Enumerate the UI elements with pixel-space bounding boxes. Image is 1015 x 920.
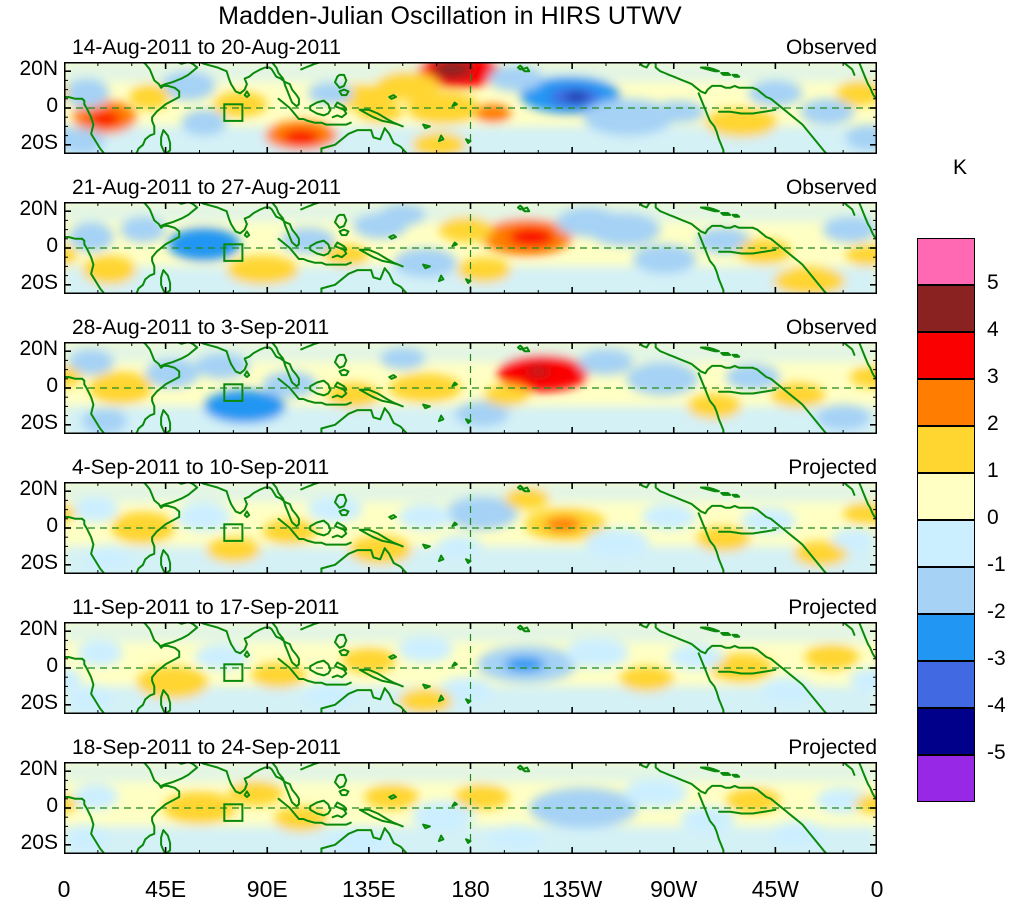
y-axis-tick-label: 0 xyxy=(46,94,58,117)
colorbar-tick-label: -5 xyxy=(987,741,1006,764)
panel-date-label: 4-Sep-2011 to 10-Sep-2011 xyxy=(72,456,330,479)
panel-status-label: Observed xyxy=(785,316,877,339)
y-axis-tick-label: 0 xyxy=(46,234,58,257)
x-axis-tick-label: 180 xyxy=(451,876,490,902)
x-axis-tick-label: 0 xyxy=(870,876,884,902)
colorbar-band xyxy=(917,332,975,379)
y-axis-tick-label: 20S xyxy=(20,130,58,154)
colorbar-band xyxy=(917,238,975,285)
colorbar-band xyxy=(917,567,975,614)
y-axis-tick-label: 0 xyxy=(46,794,58,817)
y-axis-tick-label: 20N xyxy=(19,617,58,641)
x-axis-tick-label: 90W xyxy=(650,876,698,902)
y-axis-tick-label: 20N xyxy=(19,57,58,81)
map-panel xyxy=(64,762,877,854)
colorbar-band xyxy=(917,661,975,708)
y-axis-tick-label: 20S xyxy=(20,550,58,574)
y-axis-tick-label: 20N xyxy=(19,477,58,501)
y-axis-tick-label: 0 xyxy=(46,514,58,537)
colorbar-tick-label: -2 xyxy=(987,600,1006,623)
y-axis-tick-label: 20S xyxy=(20,690,58,714)
colorbar-tick-label: -4 xyxy=(987,694,1006,717)
figure-title: Madden-Julian Oscillation in HIRS UTWV xyxy=(218,2,682,30)
map-panel xyxy=(64,62,877,154)
y-axis-tick-label: 0 xyxy=(46,654,58,677)
panel-date-label: 14-Aug-2011 to 20-Aug-2011 xyxy=(72,36,341,59)
panel-status-label: Projected xyxy=(788,736,877,759)
map-panel xyxy=(64,342,877,434)
colorbar-band xyxy=(917,520,975,567)
x-axis-tick-label: 90E xyxy=(246,876,288,902)
colorbar-band xyxy=(917,708,975,755)
colorbar-tick-label: 4 xyxy=(987,318,999,341)
y-axis-tick-label: 20S xyxy=(20,270,58,294)
map-panel xyxy=(64,622,877,714)
x-axis-tick-label: 0 xyxy=(57,876,71,902)
panel-date-label: 21-Aug-2011 to 27-Aug-2011 xyxy=(72,176,341,199)
colorbar-band xyxy=(917,614,975,661)
x-axis-tick-label: 45W xyxy=(751,876,800,902)
panel-date-label: 28-Aug-2011 to 3-Sep-2011 xyxy=(72,316,330,339)
y-axis-tick-label: 20N xyxy=(19,337,58,361)
panel-status-label: Observed xyxy=(785,36,877,59)
colorbar-tick-label: 0 xyxy=(987,506,999,529)
colorbar-band xyxy=(917,755,975,802)
y-axis-tick-label: 20S xyxy=(20,830,58,854)
colorbar-tick-label: -1 xyxy=(987,553,1006,576)
y-axis-tick-label: 20N xyxy=(19,197,58,221)
map-panel xyxy=(64,482,877,574)
colorbar-tick-label: 5 xyxy=(987,271,999,294)
y-axis-tick-label: 20N xyxy=(19,757,58,781)
y-axis-tick-label: 0 xyxy=(46,374,58,397)
panel-status-label: Observed xyxy=(785,176,877,199)
y-axis-tick-label: 20S xyxy=(20,410,58,434)
colorbar-tick-label: 2 xyxy=(987,412,999,435)
colorbar-tick-label: 1 xyxy=(987,459,999,482)
colorbar-band xyxy=(917,285,975,332)
colorbar-tick-label: -3 xyxy=(987,647,1006,670)
x-axis-tick-label: 135E xyxy=(342,876,396,902)
colorbar-band xyxy=(917,426,975,473)
panel-date-label: 18-Sep-2011 to 24-Sep-2011 xyxy=(72,736,341,759)
panel-status-label: Projected xyxy=(788,456,877,479)
x-axis-tick-label: 45E xyxy=(145,876,187,902)
map-panel xyxy=(64,202,877,294)
colorbar-band xyxy=(917,473,975,520)
panel-status-label: Projected xyxy=(788,596,877,619)
colorbar-tick-label: 3 xyxy=(987,365,999,388)
colorbar-unit-label: K xyxy=(952,156,967,179)
panel-date-label: 11-Sep-2011 to 17-Sep-2011 xyxy=(72,596,340,619)
x-axis-tick-label: 135W xyxy=(542,876,603,902)
colorbar-band xyxy=(917,379,975,426)
